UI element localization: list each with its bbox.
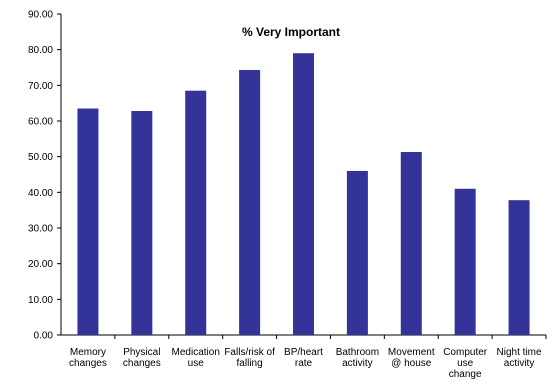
x-tick-label: Computer use change xyxy=(443,347,488,380)
y-tick-label: 30.00 xyxy=(28,224,53,235)
x-tick-label-line: change xyxy=(449,369,482,380)
x-tick-label-line: activity xyxy=(504,358,535,369)
x-tick-label-line: falling xyxy=(237,358,263,369)
bar xyxy=(454,188,476,335)
y-tick-label: 80.00 xyxy=(28,45,53,56)
chart-title: % Very Important xyxy=(242,25,340,39)
x-tick-label-line: rate xyxy=(295,358,313,369)
x-tick-label-line: Night time xyxy=(497,347,542,358)
bar xyxy=(185,90,207,335)
x-tick-label: Physical changes xyxy=(123,347,161,369)
x-tick-label-line: changes xyxy=(69,358,107,369)
x-tick-label-line: @ house xyxy=(391,358,432,369)
x-tick-label: Memory changes xyxy=(69,347,107,369)
x-tick-label: Bathroom activity xyxy=(336,347,379,369)
bar xyxy=(131,111,153,335)
y-tick-label: 40.00 xyxy=(28,188,53,199)
x-tick-label: Medication use xyxy=(172,347,220,369)
x-tick-label-line: use xyxy=(188,358,205,369)
y-tick-label: 60.00 xyxy=(28,117,53,128)
y-tick-label: 70.00 xyxy=(28,81,53,92)
x-tick-label: Movement @ house xyxy=(388,347,435,369)
x-tick-label-line: Computer xyxy=(443,347,488,358)
x-tick-label-line: Medication xyxy=(172,347,220,358)
y-tick-label: 0.00 xyxy=(34,331,54,342)
x-tick-label: Night time activity xyxy=(497,347,542,369)
y-tick-label: 90.00 xyxy=(28,10,53,21)
x-tick-label-line: Physical xyxy=(123,347,160,358)
bar xyxy=(77,108,99,336)
bar xyxy=(400,152,422,335)
bar xyxy=(508,200,530,335)
x-tick-label: BP/heart rate xyxy=(284,347,323,369)
x-tick-label-line: activity xyxy=(342,358,373,369)
bar xyxy=(239,69,261,335)
x-tick-label-line: Falls/risk of xyxy=(224,347,275,358)
x-tick-label: Falls/risk of falling xyxy=(224,347,275,369)
x-tick-label-line: Movement xyxy=(388,347,435,358)
bar xyxy=(346,170,368,335)
x-tick-label-line: use xyxy=(457,358,474,369)
x-tick-label-line: BP/heart xyxy=(284,347,323,358)
x-tick-label-line: Memory xyxy=(70,347,106,358)
y-tick-label: 10.00 xyxy=(28,295,53,306)
x-tick-label-line: Bathroom xyxy=(336,347,379,358)
bar xyxy=(293,53,314,335)
x-tick-label-line: changes xyxy=(123,358,161,369)
y-tick-label: 20.00 xyxy=(28,259,53,270)
y-tick-label: 50.00 xyxy=(28,152,53,163)
